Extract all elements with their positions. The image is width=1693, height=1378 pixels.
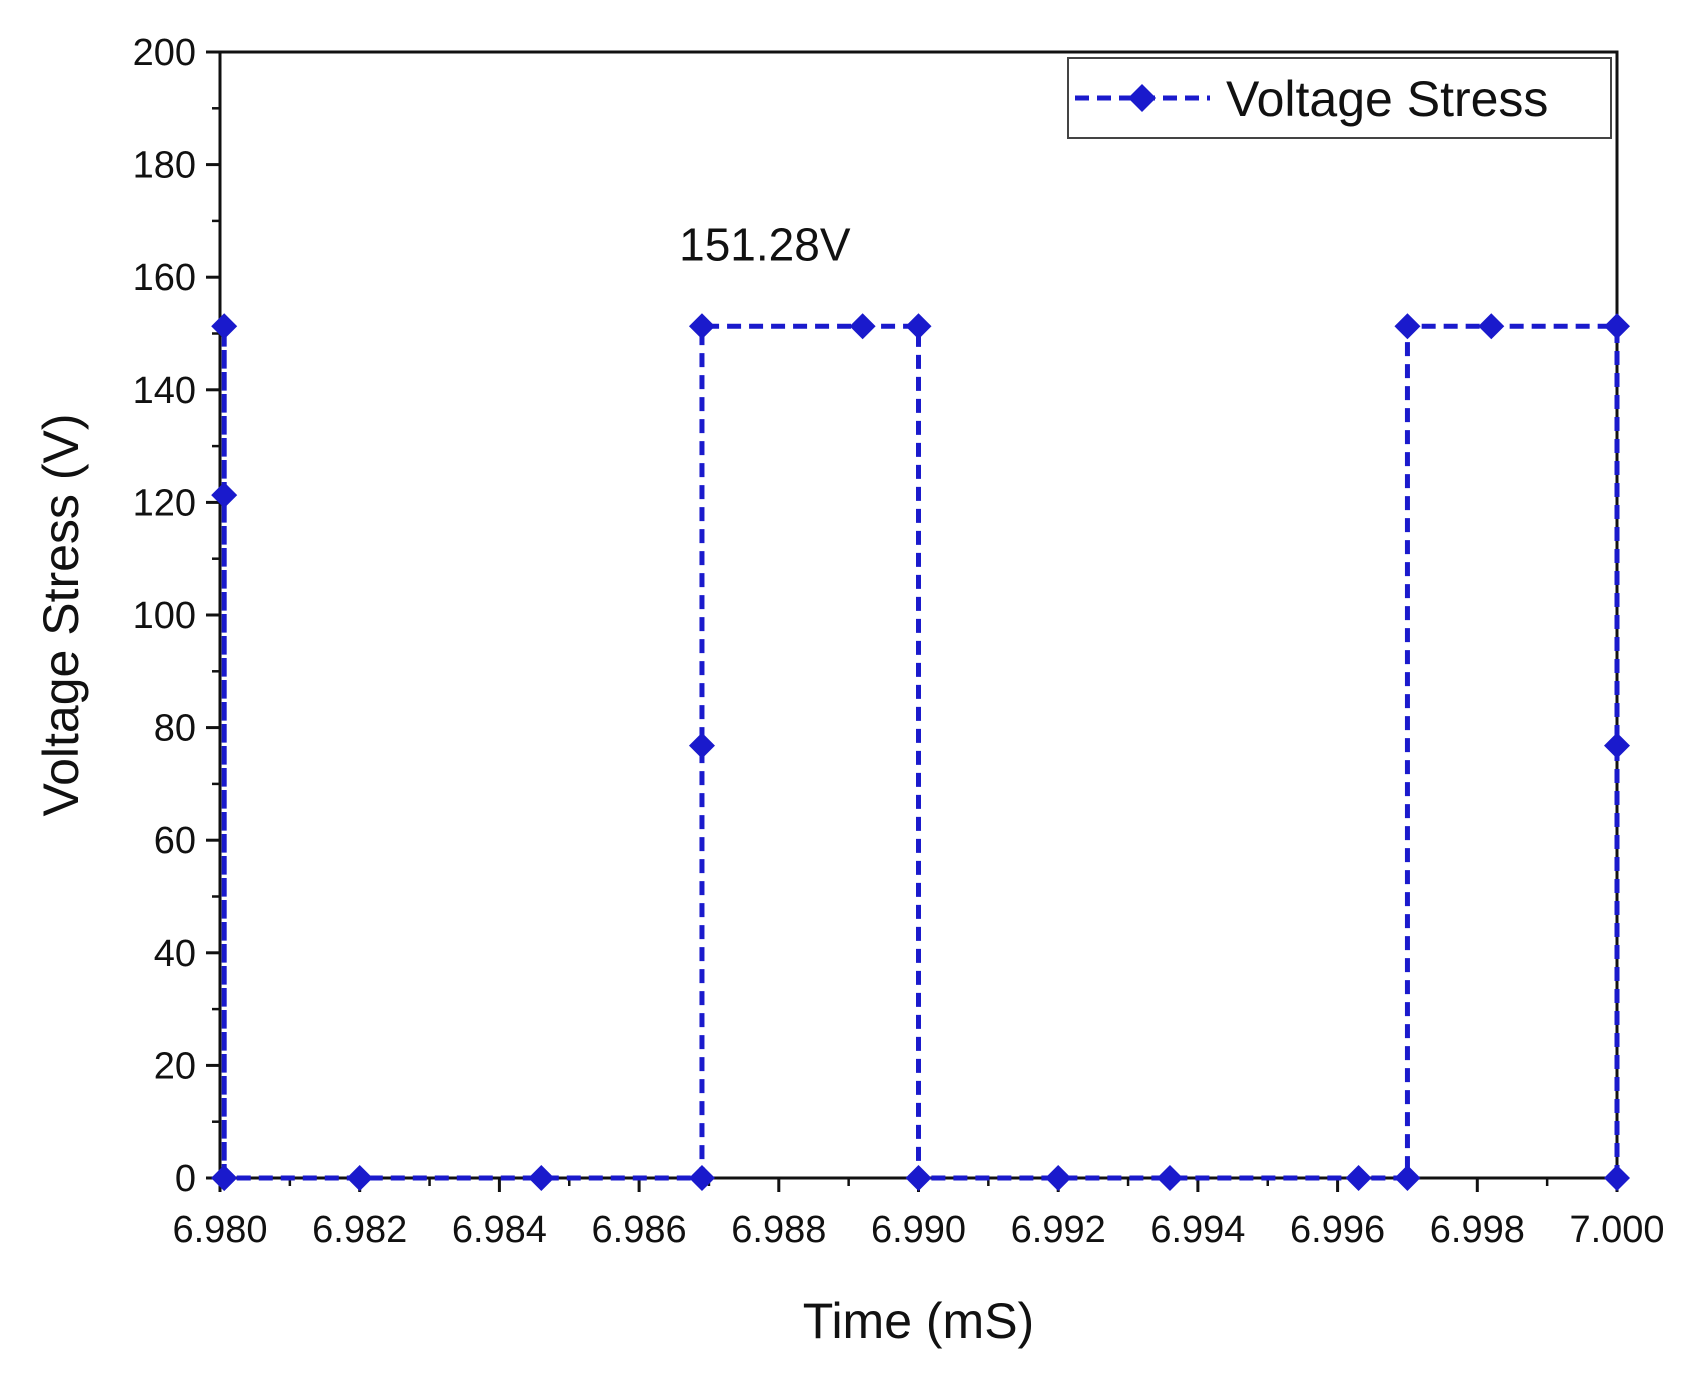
- x-tick-label: 6.988: [731, 1209, 826, 1251]
- data-point: [905, 1165, 932, 1191]
- data-point: [688, 313, 715, 340]
- x-tick-label: 6.992: [1011, 1209, 1106, 1251]
- data-point: [849, 313, 876, 340]
- x-tick-label: 6.980: [172, 1209, 267, 1251]
- y-tick-label: 200: [133, 32, 196, 74]
- legend-marker: [1128, 84, 1156, 112]
- data-point: [1045, 1165, 1072, 1191]
- x-tick-label: 6.996: [1290, 1209, 1385, 1251]
- y-tick-label: 60: [154, 820, 196, 862]
- data-point: [1156, 1165, 1183, 1191]
- y-tick-label: 120: [133, 482, 196, 524]
- x-axis-title: Time (mS): [803, 1293, 1034, 1349]
- series-line: [221, 323, 1620, 1181]
- data-point: [1394, 313, 1421, 340]
- x-tick-label: 6.998: [1430, 1209, 1525, 1251]
- data-point: [1604, 1165, 1630, 1191]
- data-point: [1604, 313, 1630, 340]
- series-layer: [211, 313, 1630, 1191]
- legend-box: [1067, 57, 1612, 139]
- y-tick-label: 160: [133, 257, 196, 299]
- x-tick-label: 6.986: [592, 1209, 687, 1251]
- data-point: [211, 482, 238, 509]
- annotation-layer: 151.28V: [679, 218, 851, 270]
- y-tick-label: 40: [154, 933, 196, 975]
- y-tick-label: 20: [154, 1045, 196, 1087]
- data-point: [1345, 1165, 1372, 1191]
- data-point: [1604, 732, 1630, 759]
- y-tick-label: 140: [133, 370, 196, 412]
- y-tick-label: 100: [133, 595, 196, 637]
- y-axis-title: Voltage Stress (V): [33, 414, 89, 817]
- legend-label: Voltage Stress: [1226, 71, 1548, 127]
- y-tick-label: 0: [175, 1158, 196, 1200]
- y-tick-label: 80: [154, 708, 196, 750]
- peak-annotation: 151.28V: [679, 218, 851, 270]
- data-point: [1394, 1165, 1421, 1191]
- data-point: [688, 732, 715, 759]
- legend: Voltage Stress: [1067, 57, 1612, 139]
- data-point: [211, 313, 238, 340]
- x-tick-label: 6.984: [452, 1209, 547, 1251]
- x-tick-label: 6.994: [1150, 1209, 1245, 1251]
- data-point: [688, 1165, 715, 1191]
- data-point: [905, 313, 932, 340]
- data-point: [528, 1165, 555, 1191]
- y-axis: 0 20 40 60 80 100 120 140 160 180 200: [133, 32, 220, 1200]
- data-point: [211, 1165, 238, 1191]
- x-tick-label: 7.000: [1569, 1209, 1664, 1251]
- y-tick-label: 180: [133, 145, 196, 187]
- data-point: [1478, 313, 1505, 340]
- x-tick-label: 6.990: [871, 1209, 966, 1251]
- x-tick-label: 6.982: [312, 1209, 407, 1251]
- data-point: [346, 1165, 373, 1191]
- x-axis: 6.980 6.982 6.984 6.986 6.988 6.990 6.992 6.994…: [172, 1178, 1665, 1251]
